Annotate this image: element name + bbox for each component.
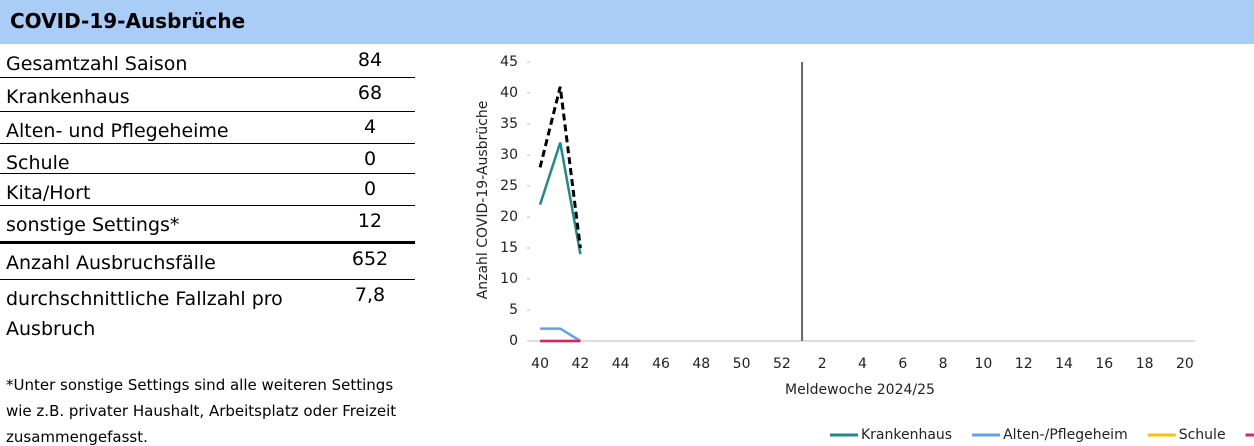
y-tick-label: 45 bbox=[500, 54, 518, 70]
y-tick-label: 40 bbox=[500, 85, 518, 101]
cell-value: 652 bbox=[351, 248, 389, 270]
y-axis-title: Anzahl COVID-19-Ausbrüche bbox=[475, 101, 491, 300]
x-tick-label: 42 bbox=[571, 356, 589, 372]
cell-label: Schule bbox=[6, 152, 70, 174]
series-line bbox=[538, 86, 582, 249]
x-tick-label: 16 bbox=[1095, 356, 1113, 372]
footnote: *Unter sonstige Settings sind alle weite… bbox=[6, 376, 397, 446]
cell-value: 0 bbox=[363, 148, 377, 170]
cell-value: 4 bbox=[363, 116, 377, 138]
y-tick-label: 0 bbox=[509, 333, 518, 349]
y-tick-label: 5 bbox=[509, 302, 518, 318]
x-tick-label: 2 bbox=[818, 356, 827, 372]
x-tick-label: 50 bbox=[733, 356, 751, 372]
header-bar bbox=[0, 0, 1254, 44]
cell-value: 12 bbox=[357, 210, 383, 232]
cell-value: 84 bbox=[357, 49, 383, 71]
x-tick-label: 48 bbox=[692, 356, 710, 372]
cell-value: 0 bbox=[363, 178, 377, 200]
x-tick-label: 14 bbox=[1055, 356, 1073, 372]
y-tick-label: 30 bbox=[500, 147, 518, 163]
title: COVID-19-Ausbrüche bbox=[10, 9, 246, 33]
x-tick-label: 52 bbox=[773, 356, 791, 372]
legend-label: Alten-/Pflegeheim bbox=[1003, 427, 1128, 443]
cell-label: Gesamtzahl Saison bbox=[6, 53, 188, 75]
cell-label: sonstige Settings* bbox=[6, 214, 180, 236]
table-row: durchschnittliche Fallzahl pro Ausbruch 7… bbox=[0, 280, 415, 346]
table-row: Krankenhaus 68 bbox=[0, 78, 415, 112]
legend-label: Krankenhaus bbox=[861, 427, 952, 443]
series-line bbox=[540, 327, 582, 343]
table-row: Schule 0 bbox=[0, 144, 415, 174]
x-tick-label: 46 bbox=[652, 356, 670, 372]
table-row: Anzahl Ausbruchsfälle 652 bbox=[0, 244, 415, 280]
cell-label: Anzahl Ausbruchsfälle bbox=[6, 252, 216, 274]
series-line bbox=[538, 142, 582, 255]
y-tick-label: 20 bbox=[500, 209, 518, 225]
x-tick-label: 12 bbox=[1015, 356, 1033, 372]
x-tick-label: 18 bbox=[1136, 356, 1154, 372]
table-row: sonstige Settings* 12 bbox=[0, 206, 415, 244]
y-tick-label: 15 bbox=[500, 240, 518, 256]
table-row: Kita/Hort 0 bbox=[0, 174, 415, 206]
x-tick-label: 20 bbox=[1176, 356, 1194, 372]
y-tick-label: 35 bbox=[500, 116, 518, 132]
cell-label: Kita/Hort bbox=[6, 182, 91, 204]
y-tick-label: 10 bbox=[500, 271, 518, 287]
cell-label: Krankenhaus bbox=[6, 86, 130, 108]
cell-label: Alten- und Pflegeheime bbox=[6, 120, 229, 142]
legend-label: Schule bbox=[1179, 427, 1226, 443]
x-tick-label: 8 bbox=[939, 356, 948, 372]
table-row: Gesamtzahl Saison 84 bbox=[0, 45, 415, 78]
x-tick-label: 10 bbox=[974, 356, 992, 372]
cell-value: 7,8 bbox=[354, 284, 386, 306]
x-tick-label: 6 bbox=[898, 356, 907, 372]
x-axis-title: Meldewoche 2024/25 bbox=[785, 382, 935, 398]
cell-value: 68 bbox=[357, 82, 383, 104]
x-tick-label: 4 bbox=[858, 356, 867, 372]
table-row: Alten- und Pflegeheime 4 bbox=[0, 112, 415, 144]
cell-label: durchschnittliche Fallzahl pro Ausbruch bbox=[6, 288, 283, 340]
x-tick-label: 44 bbox=[612, 356, 630, 372]
x-tick-label: 40 bbox=[531, 356, 549, 372]
y-tick-label: 25 bbox=[500, 178, 518, 194]
